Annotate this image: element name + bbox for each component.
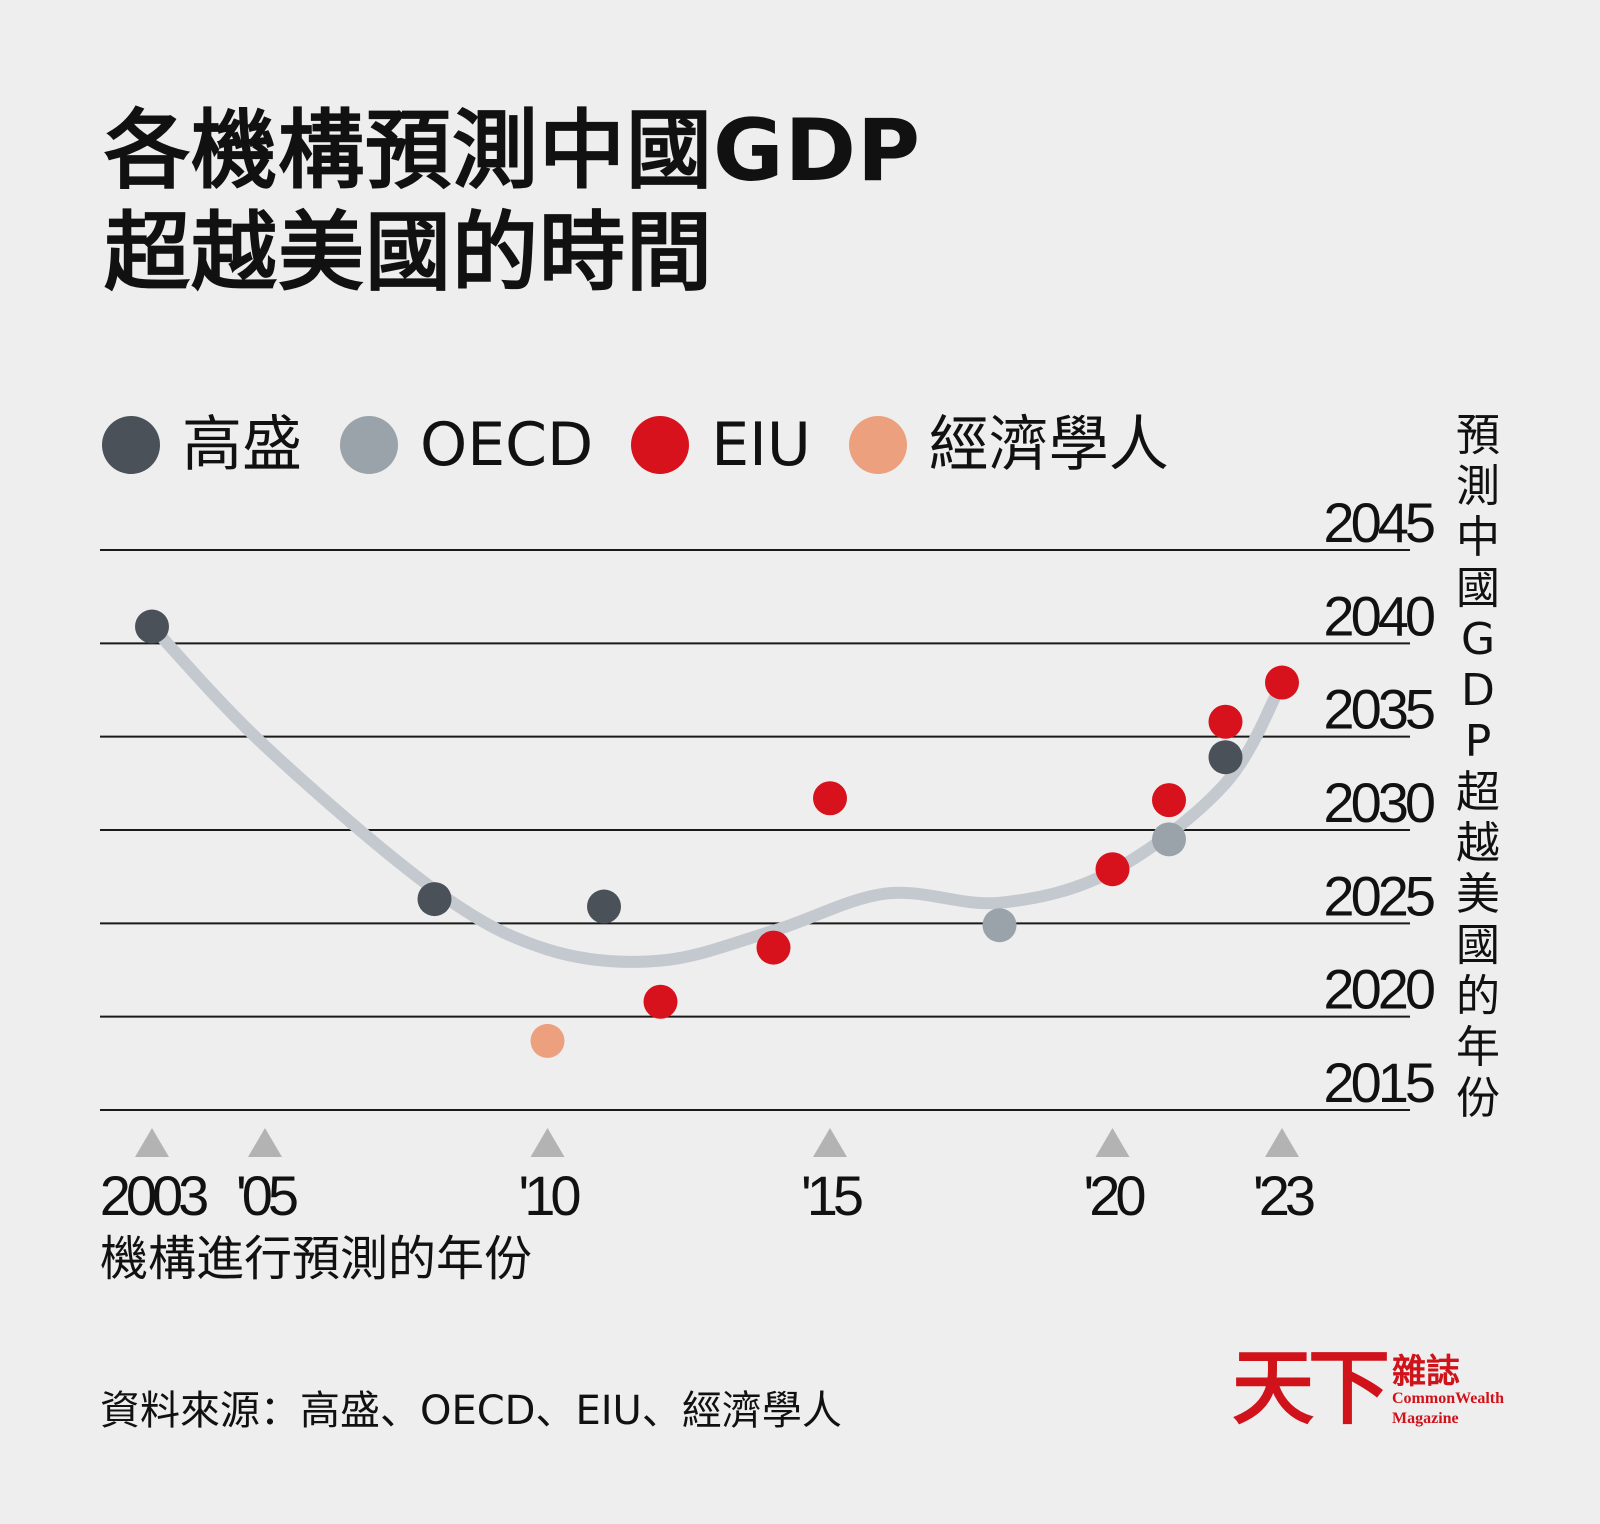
data-point-economist (530, 1023, 565, 1058)
logo-english-line-2: Magazine (1392, 1410, 1459, 1427)
trend-curve (146, 620, 1288, 968)
data-point-eiu (813, 781, 847, 816)
legend-item-oecd: OECD (340, 410, 593, 480)
data-point-goldman (1208, 740, 1243, 775)
data-point-eiu (756, 930, 791, 965)
legend-label-economist: 經濟學人 (928, 410, 1169, 480)
x-tick-marker (1095, 1128, 1130, 1157)
data-point-eiu (1095, 852, 1130, 887)
x-tick-label: '23 (1253, 1164, 1314, 1227)
logo-wordmark: 天下 (1232, 1340, 1390, 1436)
x-tick-marker (135, 1128, 169, 1157)
data-point-goldman (417, 882, 452, 917)
y-tick-label: 2035 (1323, 678, 1433, 741)
x-tick-marker (248, 1128, 282, 1157)
y-tick-label: 2025 (1323, 864, 1433, 927)
y-tick-label: 2045 (1323, 491, 1433, 554)
legend-label-oecd: OECD (420, 410, 594, 480)
y-axis-title: 預測中國GDP超越美國的年份 (1456, 410, 1500, 1124)
data-point-eiu (1208, 704, 1243, 739)
legend-label-eiu: EIU (711, 410, 811, 480)
data-point-eiu (643, 984, 678, 1019)
legend-marker-eiu (631, 416, 690, 474)
x-tick-marker (530, 1128, 565, 1157)
x-tick-label: '10 (519, 1164, 580, 1227)
legend-label-goldman: 高盛 (182, 410, 302, 480)
y-tick-label: 2030 (1323, 771, 1433, 834)
x-axis-title: 機構進行預測的年份 (100, 1231, 532, 1287)
legend-item-economist: 經濟學人 (848, 410, 1169, 480)
y-tick-label: 2020 (1323, 958, 1433, 1021)
logo-sub-wordmark: 雜誌 (1392, 1352, 1460, 1392)
x-tick-label: 2003 (100, 1164, 207, 1227)
legend: 高盛 OECD EIU 經濟學人 (102, 410, 1207, 480)
data-point-eiu (1152, 783, 1186, 818)
x-tick-label: '15 (801, 1164, 862, 1227)
legend-item-goldman: 高盛 (102, 410, 302, 480)
x-tick-marker (813, 1128, 847, 1157)
legend-item-eiu: EIU (631, 410, 811, 480)
publisher-logo: 天下 雜誌 CommonWealth Magazine (1232, 1340, 1532, 1440)
title-line-2: 超越美國的時間 (104, 203, 713, 303)
data-point-eiu (1265, 665, 1299, 700)
data-point-oecd (982, 908, 1017, 943)
data-point-goldman (587, 889, 621, 924)
x-tick-label: '05 (236, 1164, 297, 1227)
x-tick-marker (1265, 1128, 1299, 1157)
legend-marker-economist (848, 416, 907, 474)
legend-marker-goldman (102, 416, 160, 474)
source-note: 資料來源：高盛、OECD、EIU、經濟學人 (100, 1388, 842, 1434)
logo-english-line-1: CommonWealth (1392, 1390, 1504, 1407)
data-point-oecd (1152, 822, 1186, 857)
chart-title: 各機構預測中國GDP 超越美國的時間 (104, 100, 921, 304)
x-tick-label: '20 (1084, 1164, 1145, 1227)
y-tick-label: 2015 (1323, 1051, 1433, 1114)
data-point-goldman (135, 609, 169, 644)
title-line-1: 各機構預測中國GDP (104, 101, 922, 201)
y-tick-label: 2040 (1323, 584, 1433, 647)
legend-marker-oecd (340, 416, 398, 474)
